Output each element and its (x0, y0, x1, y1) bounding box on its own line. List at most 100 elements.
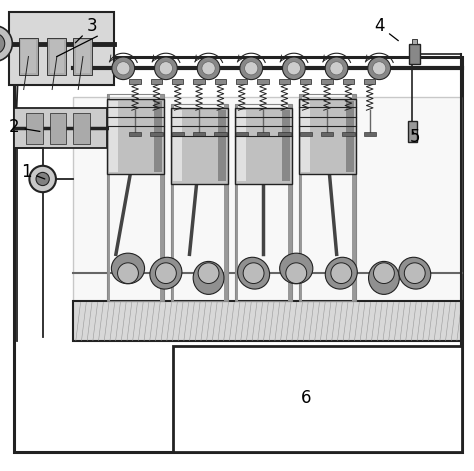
Ellipse shape (155, 57, 177, 80)
Bar (171, 108, 228, 184)
Bar (300, 132, 312, 136)
Bar (50, 40, 64, 73)
Ellipse shape (399, 257, 431, 289)
Ellipse shape (202, 62, 215, 75)
Bar (109, 101, 118, 172)
Bar (150, 132, 163, 136)
Bar (278, 132, 291, 136)
Bar (193, 132, 205, 136)
Bar (346, 101, 354, 172)
Bar (257, 79, 269, 84)
Bar (364, 79, 375, 84)
Bar (237, 110, 246, 181)
Bar (321, 79, 333, 84)
Ellipse shape (193, 261, 224, 294)
Bar (129, 79, 141, 84)
Circle shape (0, 25, 12, 62)
Bar (14, 57, 462, 452)
Circle shape (155, 263, 176, 284)
Circle shape (331, 263, 352, 284)
Ellipse shape (197, 57, 220, 80)
Bar (14, 108, 107, 148)
Ellipse shape (287, 62, 301, 75)
Bar (235, 108, 292, 184)
Bar (299, 99, 356, 174)
Ellipse shape (240, 57, 263, 80)
Ellipse shape (373, 62, 386, 75)
Bar (215, 79, 226, 84)
Circle shape (374, 263, 394, 284)
Bar (73, 113, 90, 144)
Ellipse shape (150, 257, 182, 289)
Ellipse shape (280, 253, 313, 284)
Circle shape (286, 263, 307, 284)
Circle shape (0, 33, 5, 54)
Ellipse shape (111, 253, 145, 284)
Ellipse shape (325, 57, 348, 80)
Ellipse shape (368, 261, 399, 294)
Bar (107, 99, 164, 174)
Ellipse shape (330, 62, 343, 75)
Bar (236, 132, 248, 136)
Bar (288, 104, 292, 301)
Text: 3: 3 (75, 17, 98, 43)
Text: 4: 4 (374, 17, 398, 41)
Bar (47, 38, 66, 75)
Ellipse shape (237, 257, 270, 289)
Bar (172, 79, 183, 84)
Bar (193, 79, 205, 84)
Bar (343, 79, 354, 84)
Ellipse shape (283, 57, 305, 80)
Bar (235, 104, 292, 301)
Bar (73, 97, 462, 306)
Circle shape (243, 263, 264, 284)
Ellipse shape (368, 57, 391, 80)
Bar (342, 132, 355, 136)
Bar (173, 110, 182, 181)
Bar (19, 38, 38, 75)
Bar (26, 113, 43, 144)
Circle shape (404, 263, 425, 284)
Bar (321, 132, 333, 136)
Bar (160, 94, 164, 301)
Bar (214, 132, 227, 136)
Bar (299, 94, 356, 301)
Bar (352, 94, 356, 301)
Bar (50, 113, 66, 144)
Text: 5: 5 (410, 128, 420, 146)
Bar (224, 104, 228, 301)
Bar (282, 110, 290, 181)
Bar (171, 104, 228, 301)
Bar (235, 104, 238, 301)
Bar (408, 122, 417, 143)
Bar (129, 132, 141, 136)
Circle shape (118, 263, 138, 284)
Bar (172, 132, 184, 136)
Ellipse shape (112, 57, 135, 80)
Bar (218, 110, 226, 181)
Bar (76, 40, 90, 73)
Circle shape (36, 172, 49, 186)
Bar (151, 79, 162, 84)
Ellipse shape (159, 62, 173, 75)
Bar (412, 39, 417, 44)
Ellipse shape (117, 62, 130, 75)
Bar (9, 12, 114, 85)
Bar (173, 346, 462, 452)
Circle shape (198, 263, 219, 284)
Bar (236, 79, 247, 84)
Bar (409, 44, 420, 64)
Circle shape (29, 166, 56, 192)
Bar (299, 94, 302, 301)
Ellipse shape (245, 62, 258, 75)
Bar (257, 132, 269, 136)
Bar (301, 101, 310, 172)
Bar (154, 101, 162, 172)
Bar (21, 40, 36, 73)
Bar (364, 132, 376, 136)
Ellipse shape (325, 257, 357, 289)
Bar (107, 94, 164, 301)
Text: 6: 6 (301, 389, 311, 407)
Bar (279, 79, 290, 84)
Bar (73, 301, 462, 341)
